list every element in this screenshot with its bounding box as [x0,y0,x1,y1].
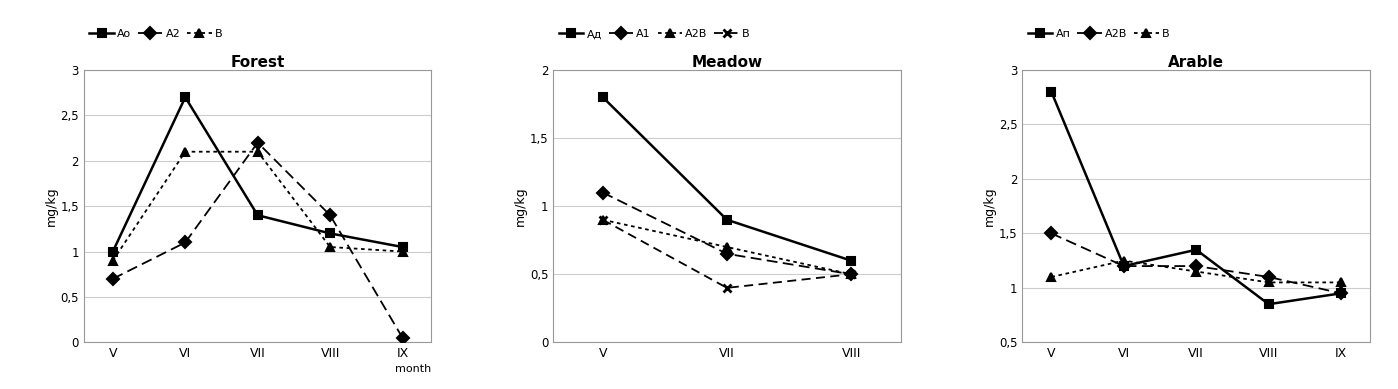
Legend: Ao, A2, B: Ao, A2, B [89,29,222,39]
Title: Arable: Arable [1169,55,1225,70]
Legend: Ап, A2B, B: Ап, A2B, B [1028,29,1170,39]
Title: Forest: Forest [231,55,285,70]
Y-axis label: mg/kg: mg/kg [983,186,997,226]
Legend: Ад, A1, A2B, B: Ад, A1, A2B, B [559,29,749,39]
Text: month: month [396,364,432,374]
Y-axis label: mg/kg: mg/kg [45,186,57,226]
Title: Meadow: Meadow [692,55,762,70]
Y-axis label: mg/kg: mg/kg [514,186,527,226]
